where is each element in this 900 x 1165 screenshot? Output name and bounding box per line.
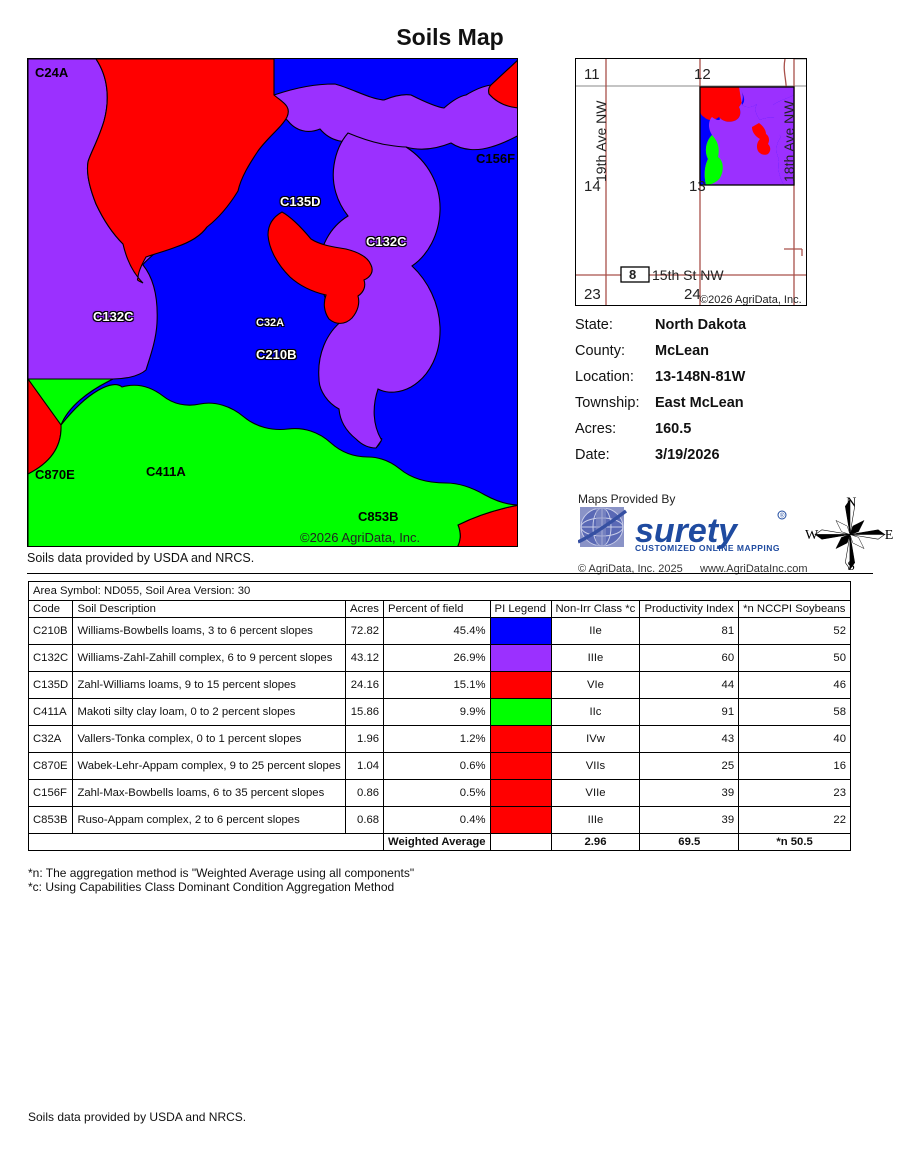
svg-text:S: S — [847, 558, 855, 572]
svg-text:©2026 AgriData, Inc.: ©2026 AgriData, Inc. — [700, 294, 802, 306]
svg-text:23: 23 — [584, 286, 601, 303]
svg-text:CUSTOMIZED ONLINE MAPPING: CUSTOMIZED ONLINE MAPPING — [635, 543, 780, 553]
svg-text:8: 8 — [629, 267, 636, 282]
svg-text:N: N — [846, 497, 856, 510]
svg-text:W: W — [805, 527, 819, 543]
svg-text:13: 13 — [689, 178, 706, 195]
svg-text:®: ® — [780, 513, 785, 520]
svg-text:19th Ave NW: 19th Ave NW — [593, 100, 609, 182]
svg-text:24: 24 — [684, 286, 701, 303]
svg-text:12: 12 — [694, 66, 711, 83]
svg-text:E: E — [885, 527, 894, 543]
svg-text:15th St NW: 15th St NW — [652, 267, 724, 283]
svg-text:18th Ave NW: 18th Ave NW — [781, 100, 797, 182]
svg-text:11: 11 — [584, 66, 600, 83]
